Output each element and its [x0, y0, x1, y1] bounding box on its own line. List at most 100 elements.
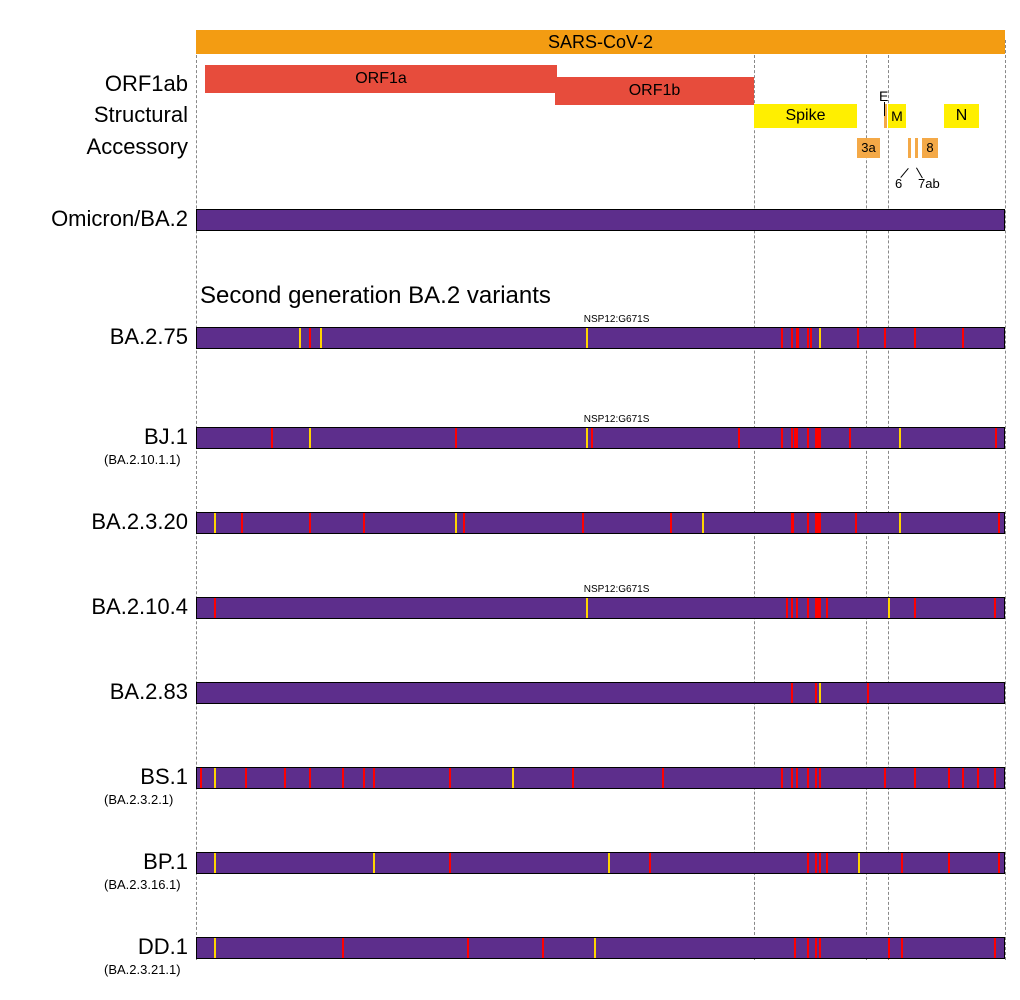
mutation-tick: [994, 598, 996, 618]
mutation-tick: [738, 428, 740, 448]
mutation-tick: [363, 513, 365, 533]
mutation-tick: [241, 513, 243, 533]
genome-title-bar: SARS-CoV-2: [196, 30, 1005, 54]
gene-block: M: [888, 104, 906, 128]
mutation-tick: [807, 938, 809, 958]
mutation-tick: [582, 513, 584, 533]
mutation-tick: [901, 853, 903, 873]
mutation-tick: [781, 428, 783, 448]
mutation-tick: [649, 853, 651, 873]
mutation-tick: [796, 768, 798, 788]
gene-block: ORF1b: [555, 77, 754, 105]
mutation-tick: [542, 938, 544, 958]
mutation-tick: [586, 598, 588, 618]
mutation-tick: [826, 598, 828, 618]
mutation-tick: [962, 768, 964, 788]
mutation-tick: [819, 513, 821, 533]
mutation-tick: [373, 853, 375, 873]
mutation-tick: [807, 328, 809, 348]
mutation-tick: [586, 328, 588, 348]
mutation-tick: [948, 768, 950, 788]
variant-label: BS.1: [140, 764, 188, 790]
mutation-tick: [867, 683, 869, 703]
mutation-tick: [791, 328, 793, 348]
mutation-tick: [914, 768, 916, 788]
mutation-tick: [807, 513, 809, 533]
mutation-tick: [995, 428, 997, 448]
mutation-tick: [309, 428, 311, 448]
mutation-tick: [948, 853, 950, 873]
mutation-tick: [320, 328, 322, 348]
mutation-tick: [467, 938, 469, 958]
genome-track: [196, 327, 1005, 349]
mutation-tick: [455, 428, 457, 448]
mutation-tick: [309, 328, 311, 348]
mutation-tick: [797, 328, 799, 348]
mutation-tick: [899, 513, 901, 533]
mutation-tick: [299, 328, 301, 348]
variant-label: BA.2.75: [110, 324, 188, 350]
gene-block: Spike: [754, 104, 857, 128]
mutation-tick: [284, 768, 286, 788]
mutation-tick: [214, 513, 216, 533]
mutation-tick: [819, 938, 821, 958]
mutation-tick: [815, 683, 817, 703]
mutation-tick: [807, 428, 809, 448]
mutation-tick: [855, 513, 857, 533]
mutation-tick: [702, 513, 704, 533]
mutation-tick: [342, 938, 344, 958]
variant-label: BA.2.3.20: [91, 509, 188, 535]
mutation-tick: [449, 768, 451, 788]
mutation-tick: [449, 853, 451, 873]
mutation-tick: [309, 513, 311, 533]
mutation-tick: [849, 428, 851, 448]
mutation-tick: [826, 853, 828, 873]
mutation-tick: [807, 853, 809, 873]
mutation-tick: [608, 853, 610, 873]
mutation-tick: [914, 598, 916, 618]
variant-label: BJ.1: [144, 424, 188, 450]
mutation-tick: [819, 328, 821, 348]
variant-label: BP.1: [143, 849, 188, 875]
variant-label: BA.2.10.4: [91, 594, 188, 620]
mutation-tick: [214, 853, 216, 873]
mutation-tick: [214, 938, 216, 958]
mutation-tick: [994, 768, 996, 788]
mutation-tick: [792, 513, 794, 533]
mutation-tick: [994, 938, 996, 958]
mutation-tick: [914, 328, 916, 348]
mutation-tick: [857, 328, 859, 348]
mutation-tick: [815, 768, 817, 788]
mutation-tick: [572, 768, 574, 788]
mutation-tick: [807, 598, 809, 618]
mutation-tick: [309, 768, 311, 788]
mutation-tick: [819, 683, 821, 703]
variant-label: Omicron/BA.2: [51, 206, 188, 232]
mutation-tick: [781, 768, 783, 788]
mutation-tick: [796, 598, 798, 618]
mutation-tick: [858, 853, 860, 873]
mutation-tick: [791, 768, 793, 788]
mutation-tick: [888, 598, 890, 618]
variant-label: DD.1: [138, 934, 188, 960]
genome-track: [196, 512, 1005, 534]
mutation-tick: [815, 853, 817, 873]
mutation-tick: [271, 428, 273, 448]
mutation-tick: [807, 768, 809, 788]
genome-track: [196, 597, 1005, 619]
mutation-tick: [819, 853, 821, 873]
mutation-tick: [455, 513, 457, 533]
mutation-tick: [512, 768, 514, 788]
gene-block: 8: [922, 138, 938, 158]
mutation-tick: [200, 768, 202, 788]
mutation-tick: [791, 428, 793, 448]
genome-track: [196, 852, 1005, 874]
genome-track: [196, 209, 1005, 231]
mutation-tick: [586, 428, 588, 448]
mutation-tick: [884, 328, 886, 348]
gene-block: 3a: [857, 138, 880, 158]
mutation-tick: [819, 598, 821, 618]
mutation-tick: [670, 513, 672, 533]
gene-block: N: [944, 104, 979, 128]
mutation-tick: [977, 768, 979, 788]
